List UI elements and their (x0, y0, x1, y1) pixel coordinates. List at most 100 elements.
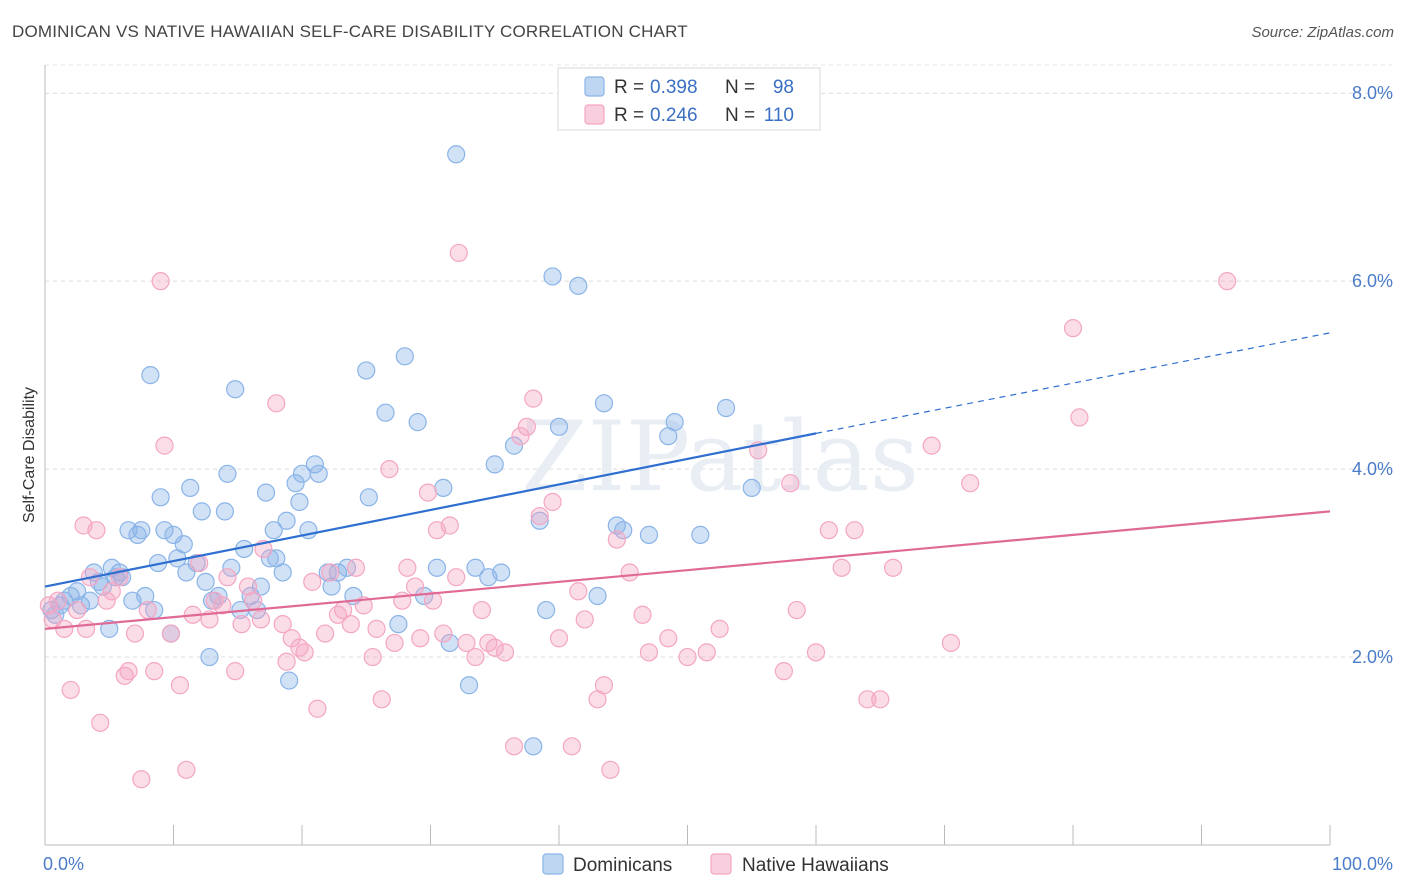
dominican-point (588, 586, 607, 606)
hawaiian-point (405, 577, 425, 596)
hawaiian-point (517, 417, 536, 436)
legend-n-value: 110 (764, 105, 794, 126)
hawaiian-point (781, 474, 800, 493)
dominican-point (305, 455, 324, 474)
hawaiian-point (449, 243, 468, 263)
dominican-point (524, 737, 543, 756)
legend-label-native-hawaiians: Native Hawaiians (742, 855, 889, 876)
hawaiian-point (941, 633, 961, 653)
dominican-point (376, 403, 395, 422)
hawaiian-point (170, 676, 190, 695)
axes (44, 65, 1331, 846)
hawaiian-point (601, 760, 620, 779)
dominican-point (549, 417, 569, 436)
hawaiian-point (321, 563, 340, 582)
data-points (39, 145, 1237, 789)
hawaiian-point (151, 272, 170, 291)
hawaiian-point (363, 647, 382, 667)
legend-swatch (542, 853, 564, 875)
hawaiian-point (218, 568, 237, 587)
legend-stats: R = 0.398 N = 98 R = 0.246 N = 110 (557, 67, 821, 131)
source-label: Source: ZipAtlas.com (1251, 24, 1394, 41)
hawaiian-point (398, 558, 417, 577)
dominican-point (218, 464, 237, 483)
dominican-point (530, 511, 549, 530)
hawaiian-point (819, 521, 838, 540)
gridlines (45, 64, 1392, 658)
legend-r-value: 0.246 (650, 105, 698, 126)
dominican-point (151, 488, 170, 507)
dominican-point (226, 380, 245, 399)
y-tick-label: 2.0% (1352, 647, 1393, 667)
legend-n-value: 98 (773, 77, 794, 98)
hawaiian-point (244, 591, 263, 610)
dominican-point (100, 619, 119, 638)
legend-r-label: R = (614, 105, 644, 126)
dominican-point (280, 671, 299, 690)
dominican-point (466, 558, 485, 577)
dominican-point (132, 521, 151, 540)
hawaiian-point (367, 619, 386, 638)
hawaiian-point (1218, 272, 1237, 291)
hawaiian-point (125, 624, 145, 643)
hawaiian-point (774, 662, 793, 681)
hawaiian-point (710, 619, 729, 638)
dominican-point (192, 502, 211, 521)
hawaiian-point (308, 699, 327, 718)
dominican-point (46, 605, 65, 624)
hawaiian-point (434, 624, 453, 643)
dominican-point (260, 549, 279, 568)
dominican-point (389, 615, 408, 634)
y-tick-label: 6.0% (1352, 271, 1393, 291)
hawaiian-point (282, 629, 301, 648)
hawaiian-point (922, 436, 941, 455)
hawaiian-point (620, 563, 639, 582)
y-axis-label: Self-Care Disability (21, 387, 38, 523)
dominican-point (395, 347, 414, 366)
dominican-point (181, 478, 200, 497)
hawaiian-point (97, 591, 116, 610)
hawaiian-point (871, 690, 890, 709)
dominican-point (68, 582, 87, 601)
dominican-point (256, 483, 276, 502)
hawaiian-point (39, 596, 58, 615)
hawaiian-point (277, 652, 296, 671)
dominican-point (328, 563, 348, 582)
hawaiian-point (91, 713, 110, 732)
hawaiian-point (155, 436, 174, 455)
hawaiian-point (385, 633, 404, 653)
hawaiian-point (418, 483, 438, 502)
hawaiian-point (87, 521, 106, 540)
hawaiian-point (845, 521, 864, 540)
hawaiian-point (697, 643, 716, 662)
dominican-point (357, 361, 376, 380)
hawaiian-point (411, 629, 430, 648)
hawaiian-point (678, 647, 697, 667)
dominican-point (504, 436, 524, 455)
legend-series: Dominicans Native Hawaiians (542, 853, 889, 876)
hawaiian-point (346, 558, 366, 577)
dominican-point (543, 267, 562, 286)
hawaiian-point (961, 474, 980, 493)
dominican-point (93, 577, 112, 596)
legend-r-label: R = (614, 77, 644, 98)
dominican-point (264, 521, 283, 540)
hawaiian-point (524, 389, 543, 408)
legend-label-dominicans: Dominicans (573, 855, 672, 876)
hawaiian-point (273, 615, 292, 634)
chart-title: DOMINICAN VS NATIVE HAWAIIAN SELF-CARE D… (12, 22, 688, 41)
hawaiian-point (303, 572, 322, 591)
dominican-point (136, 586, 155, 606)
hawaiian-point (440, 516, 459, 535)
hawaiian-point (594, 676, 614, 695)
x-tick-label-left: 0.0% (43, 854, 84, 874)
hawaiian-point (267, 394, 286, 413)
dominican-point (537, 600, 556, 620)
legend-n-label: N = (725, 105, 755, 126)
hawaiian-point (177, 760, 196, 779)
hawaiian-point (190, 553, 209, 573)
dominican-point (290, 492, 309, 512)
hawaiian-point (639, 643, 659, 662)
dominican-point (277, 511, 296, 530)
